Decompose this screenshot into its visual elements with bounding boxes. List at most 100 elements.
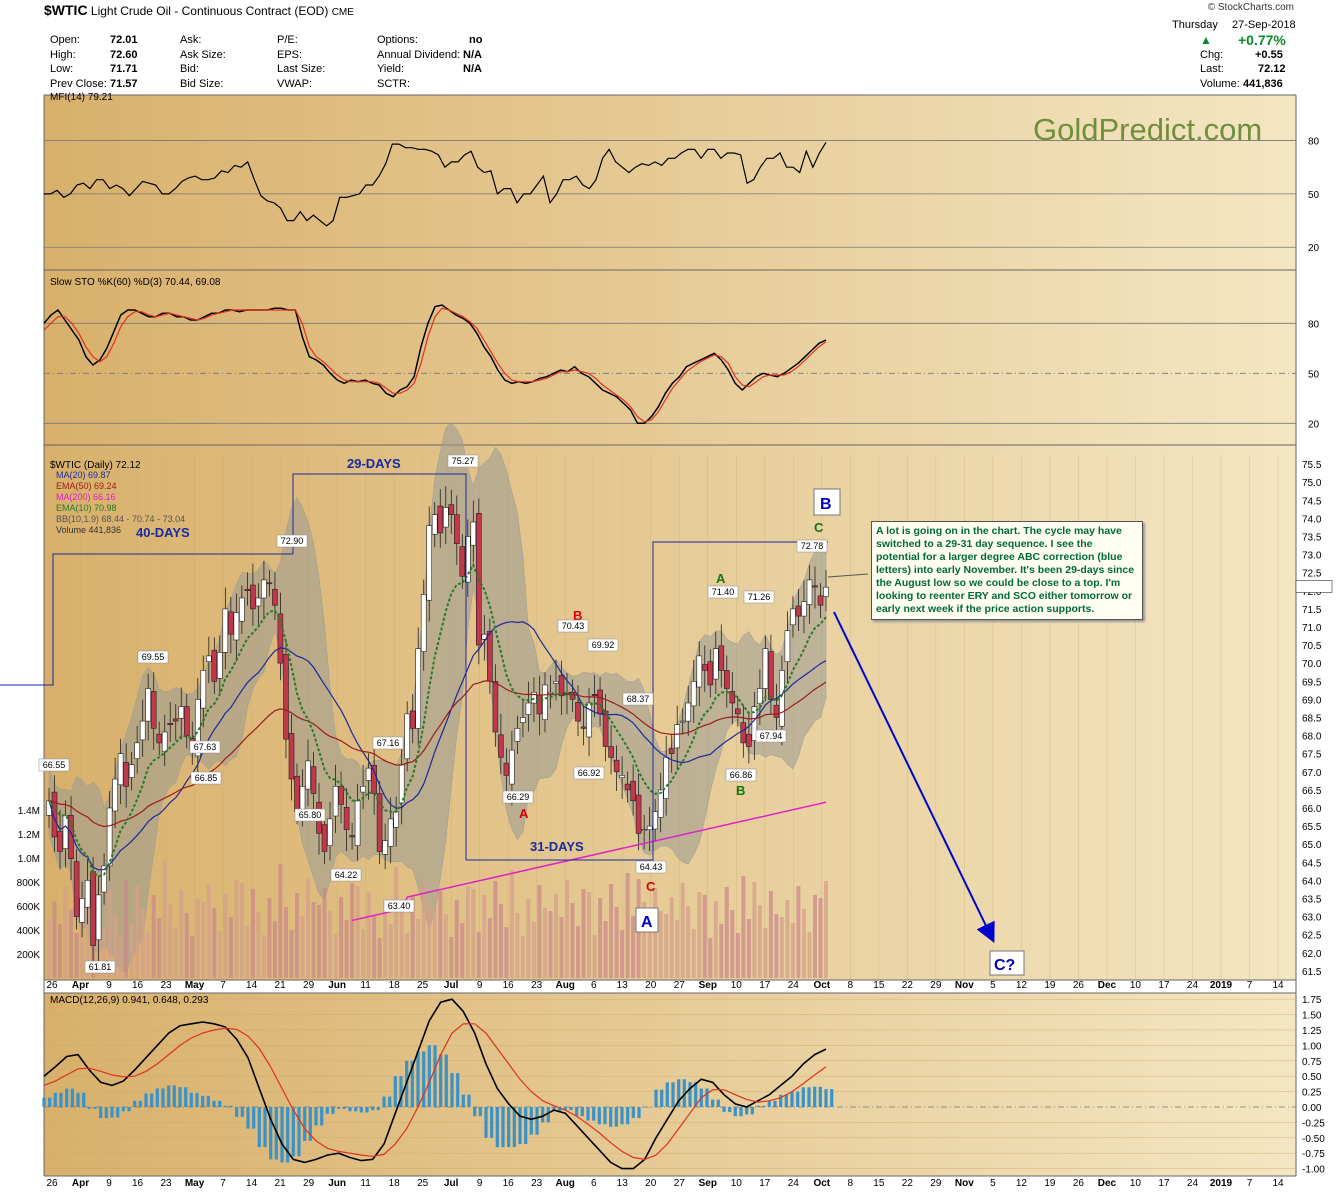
macd-histogram-bar <box>229 1105 233 1107</box>
candle-body <box>453 514 460 545</box>
macd-histogram-bar <box>603 1107 607 1125</box>
candle-body <box>277 613 284 664</box>
candle-body <box>272 588 278 606</box>
candle-body <box>365 767 372 781</box>
volume-bar <box>724 887 729 978</box>
volume-bar <box>234 880 239 978</box>
big-wave-b-box <box>813 488 841 516</box>
candle-body <box>62 814 69 849</box>
price-label-box <box>294 808 326 822</box>
x-tick-label: 25 <box>417 1178 429 1189</box>
x-tick-label: 29 <box>930 1178 942 1189</box>
volume-bar <box>306 879 310 978</box>
price-tick-label: 69.0 <box>1302 695 1322 706</box>
volume-bar <box>576 926 580 978</box>
volume-bar <box>515 913 520 978</box>
volume-bar <box>587 892 591 978</box>
macd-histogram-bar <box>393 1076 397 1107</box>
candle-body <box>459 546 466 577</box>
x-tick-label: Dec <box>1098 1178 1117 1189</box>
mfi-line <box>44 141 827 227</box>
macd-histogram-bar <box>648 1107 652 1108</box>
volume-bar <box>554 894 558 978</box>
x-tick-label: Nov <box>955 980 974 991</box>
macd-histogram-bar <box>121 1107 125 1112</box>
volume-bar <box>272 921 277 978</box>
volume-bar <box>129 923 134 978</box>
macd-histogram-bar <box>371 1107 375 1111</box>
volume-bar <box>813 895 817 978</box>
volume-bar <box>691 929 696 978</box>
candle-body <box>520 717 526 723</box>
candle-body <box>398 764 405 804</box>
bollinger-band <box>48 422 827 973</box>
price-label-box <box>372 736 404 750</box>
macd-histogram-bar <box>269 1107 273 1160</box>
quote-date: 27-Sep-2018 <box>1232 19 1296 31</box>
x-tick-label: 20 <box>645 980 657 991</box>
candle-body <box>73 861 80 917</box>
volume-bar <box>471 889 476 978</box>
candle-body <box>404 713 411 760</box>
volume-bar <box>250 889 255 978</box>
candle-body <box>283 654 289 740</box>
x-tick-label: 10 <box>1130 980 1142 991</box>
macd-histogram-bar <box>399 1076 403 1107</box>
x-tick-label: 23 <box>531 980 543 991</box>
macd-histogram-bar <box>716 1099 720 1107</box>
macd-histogram-bar <box>450 1073 454 1107</box>
brand-label[interactable]: © StockCharts.com <box>1207 2 1294 13</box>
macd-histogram-bar <box>507 1107 511 1148</box>
candle-body <box>679 720 686 723</box>
analysis-note: A lot is going on in the chart. The cycl… <box>871 521 1143 620</box>
price-label-box <box>38 758 70 772</box>
price-label-box <box>557 619 589 633</box>
volume-bar <box>647 925 652 978</box>
volume-bar <box>581 889 586 978</box>
macd-histogram-bar <box>240 1107 244 1117</box>
macd-tick-label: -0.25 <box>1302 1118 1325 1129</box>
x-tick-label: 7 <box>1247 1178 1253 1189</box>
volume-bar <box>614 907 619 978</box>
price-tick-label: 70.0 <box>1302 659 1322 670</box>
candle-body <box>779 670 785 727</box>
volume-bar <box>295 893 299 978</box>
yield-label: Yield: <box>377 63 405 75</box>
open-label: Open: <box>50 34 80 46</box>
macd-histogram-bar <box>677 1079 681 1107</box>
macd-histogram-bar <box>575 1107 579 1117</box>
x-tick-label: 22 <box>902 980 914 991</box>
price-tick-label: 69.5 <box>1302 677 1322 688</box>
macd-tick-label: 1.50 <box>1302 1011 1322 1022</box>
candle-body <box>409 710 416 729</box>
legend-ema50: EMA(50) 69.24 <box>56 481 117 491</box>
candle-body <box>701 664 708 671</box>
candle-body <box>723 670 730 689</box>
price-tick-label: 74.5 <box>1302 496 1322 507</box>
macd-tick-label: -0.50 <box>1302 1134 1325 1145</box>
volume-bar <box>184 913 189 978</box>
volume-bar <box>719 924 724 978</box>
macd-histogram-bar <box>563 1107 567 1111</box>
up-arrow-icon: ▲ <box>1200 33 1212 47</box>
macd-histogram-bar <box>382 1096 386 1107</box>
candle-body <box>547 691 554 694</box>
sto-d-line <box>43 307 827 423</box>
prev-close-label: Prev Close: <box>50 78 107 90</box>
dividend-label: Annual Dividend: <box>377 49 461 61</box>
macd-histogram-bar <box>195 1092 199 1107</box>
symbol: $WTIC <box>44 2 88 18</box>
x-tick-label: 21 <box>275 1178 287 1189</box>
sto-tick-label: 50 <box>1308 369 1320 380</box>
x-tick-label: 16 <box>503 980 515 991</box>
x-tick-label: 5 <box>990 1178 996 1189</box>
macd-histogram-bar <box>433 1045 437 1107</box>
volume-bar <box>344 920 349 978</box>
volume-bar <box>405 933 410 978</box>
volume-tick-label: 1.2M <box>18 830 40 841</box>
price-label-box <box>622 692 654 706</box>
price-label-box <box>635 860 667 874</box>
candle-body <box>371 764 377 794</box>
candle-body <box>211 649 218 682</box>
dividend-value: N/A <box>463 49 482 61</box>
